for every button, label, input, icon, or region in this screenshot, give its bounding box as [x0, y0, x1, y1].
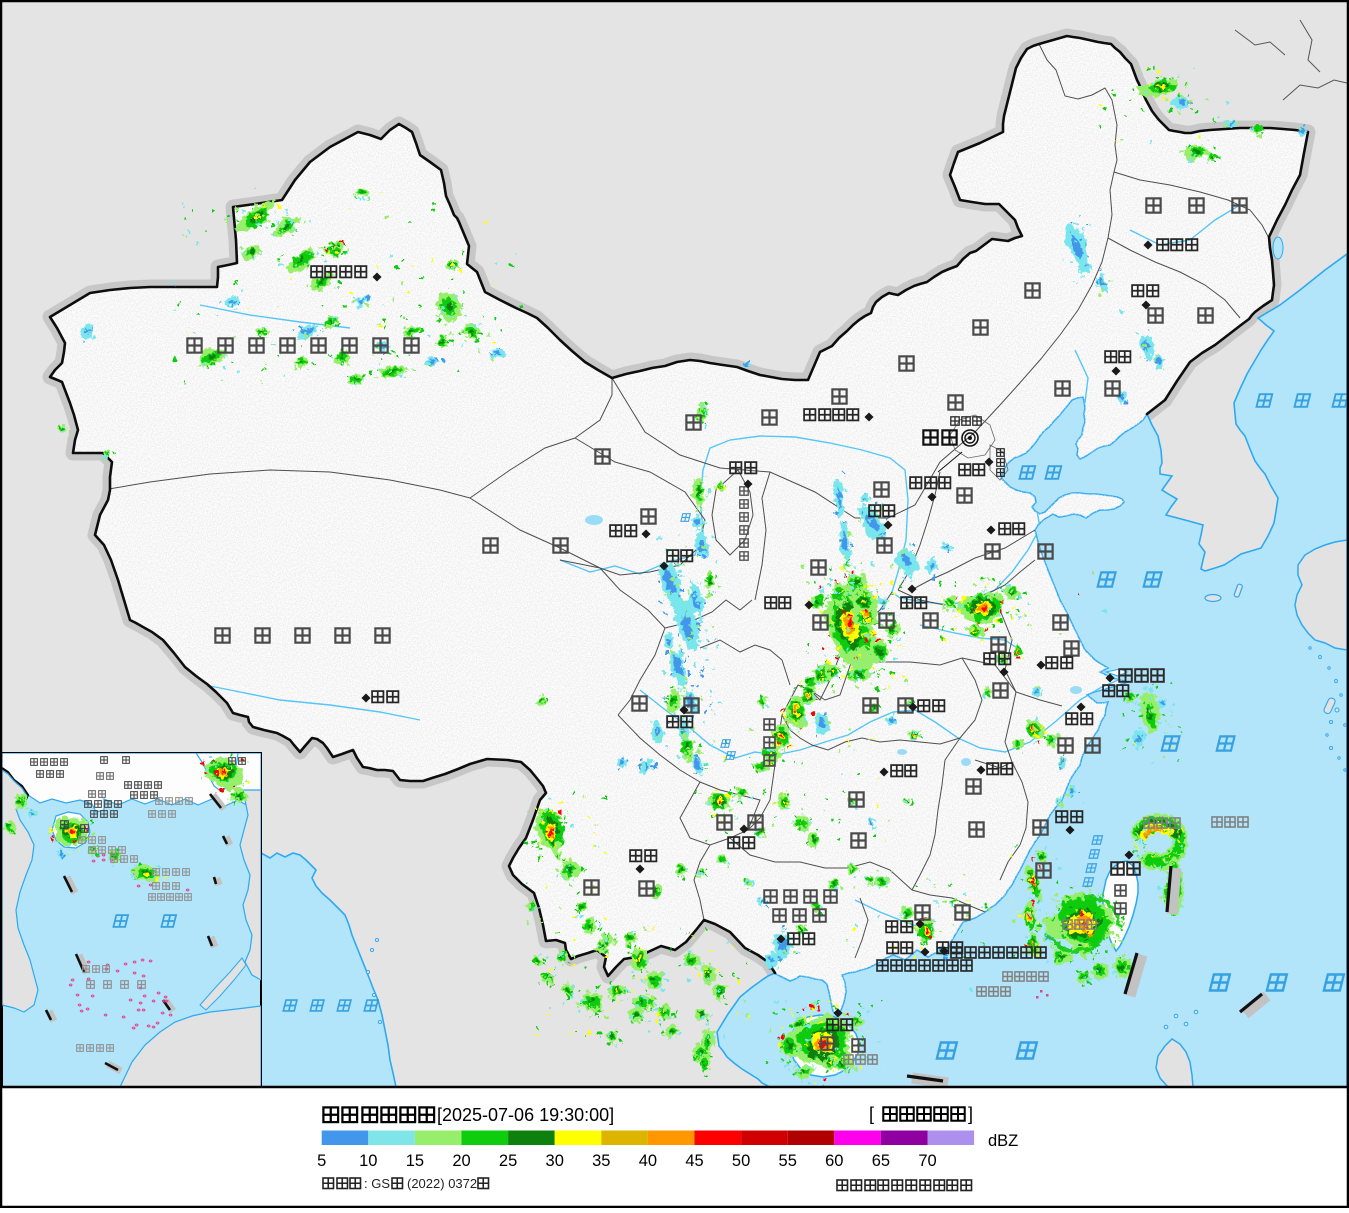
svg-text:25: 25: [499, 1152, 517, 1170]
svg-text:65: 65: [872, 1152, 890, 1170]
svg-text:[: [: [869, 1104, 874, 1124]
svg-text:]: ]: [968, 1104, 973, 1124]
svg-text:20: 20: [452, 1152, 470, 1170]
svg-text:70: 70: [918, 1152, 936, 1170]
svg-text:(2022) 0372: (2022) 0372: [407, 1176, 477, 1191]
svg-text:55: 55: [779, 1152, 797, 1170]
svg-text:45: 45: [685, 1152, 703, 1170]
svg-text:dBZ: dBZ: [988, 1132, 1018, 1150]
svg-text:: GS: : GS: [364, 1176, 390, 1191]
svg-text:5: 5: [317, 1152, 326, 1170]
svg-text:40: 40: [639, 1152, 657, 1170]
svg-text:30: 30: [546, 1152, 564, 1170]
svg-text:50: 50: [732, 1152, 750, 1170]
svg-text:10: 10: [359, 1152, 377, 1170]
svg-text:[2025-07-06 19:30:00]: [2025-07-06 19:30:00]: [437, 1105, 614, 1125]
svg-text:35: 35: [592, 1152, 610, 1170]
svg-text:15: 15: [406, 1152, 424, 1170]
svg-text:60: 60: [825, 1152, 843, 1170]
